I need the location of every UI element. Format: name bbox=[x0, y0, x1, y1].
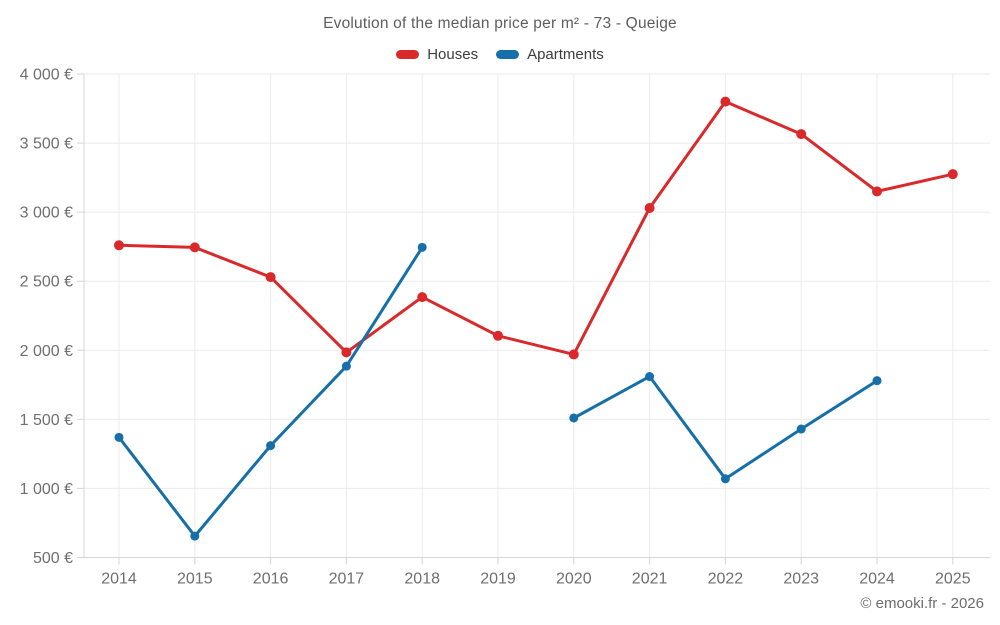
x-tick-label-2025: 2025 bbox=[935, 571, 971, 588]
houses-point-2019[interactable] bbox=[493, 330, 503, 341]
apartments-point-2024[interactable] bbox=[872, 376, 882, 386]
x-tick-label-2014: 2014 bbox=[101, 571, 137, 588]
x-tick-label-2015: 2015 bbox=[177, 571, 213, 588]
houses-point-2017[interactable] bbox=[341, 347, 352, 358]
y-tick-label-2000: 2 000 € bbox=[20, 343, 73, 360]
houses-point-2015[interactable] bbox=[189, 242, 200, 253]
houses-legend-swatch-icon bbox=[396, 50, 420, 59]
houses-point-2023[interactable] bbox=[796, 129, 807, 140]
houses-point-2021[interactable] bbox=[644, 202, 655, 213]
x-tick-label-2022: 2022 bbox=[708, 571, 744, 588]
x-tick-label-2019: 2019 bbox=[480, 571, 516, 588]
houses-point-2025[interactable] bbox=[947, 169, 958, 180]
houses-point-2016[interactable] bbox=[265, 272, 276, 283]
apartments-point-2020[interactable] bbox=[569, 413, 579, 423]
x-tick-label-2020: 2020 bbox=[556, 571, 592, 588]
y-tick-label-1000: 1 000 € bbox=[20, 481, 73, 498]
apartments-point-2015[interactable] bbox=[190, 531, 200, 541]
apartments-legend-label: Apartments bbox=[527, 46, 604, 63]
apartments-point-2016[interactable] bbox=[266, 441, 276, 451]
legend-item-houses[interactable]: Houses bbox=[396, 46, 478, 63]
apartments-legend-swatch-icon bbox=[496, 50, 520, 59]
x-tick-label-2018: 2018 bbox=[404, 571, 440, 588]
x-tick-label-2021: 2021 bbox=[632, 571, 668, 588]
houses-point-2018[interactable] bbox=[417, 292, 428, 303]
houses-legend-label: Houses bbox=[427, 46, 479, 63]
y-tick-label-3500: 3 500 € bbox=[20, 136, 73, 153]
x-tick-label-2024: 2024 bbox=[859, 571, 895, 588]
copyright-credit: © emooki.fr - 2026 bbox=[860, 595, 984, 612]
apartments-point-2022[interactable] bbox=[720, 474, 730, 484]
y-tick-label-500: 500 € bbox=[33, 550, 73, 567]
apartments-point-2023[interactable] bbox=[796, 424, 806, 434]
houses-point-2020[interactable] bbox=[568, 349, 579, 360]
houses-point-2024[interactable] bbox=[872, 186, 882, 197]
legend-item-apartments[interactable]: Apartments bbox=[496, 46, 604, 63]
houses-point-2014[interactable] bbox=[114, 240, 124, 251]
houses-line bbox=[117, 100, 955, 356]
x-tick-label-2017: 2017 bbox=[329, 571, 365, 588]
chart-legend: Houses Apartments bbox=[0, 46, 1000, 63]
y-tick-label-2500: 2 500 € bbox=[20, 274, 73, 291]
x-tick-label-2016: 2016 bbox=[253, 571, 289, 588]
chart-title: Evolution of the median price per m² - 7… bbox=[323, 15, 677, 32]
apartments-point-2018[interactable] bbox=[417, 242, 427, 252]
apartments-point-2014[interactable] bbox=[114, 432, 124, 442]
apartments-point-2021[interactable] bbox=[645, 372, 655, 382]
y-tick-label-4000: 4 000 € bbox=[20, 67, 73, 84]
y-tick-label-1500: 1 500 € bbox=[20, 412, 73, 429]
y-tick-label-3000: 3 000 € bbox=[20, 205, 73, 222]
apartments-point-2017[interactable] bbox=[341, 361, 351, 371]
x-tick-label-2023: 2023 bbox=[783, 571, 819, 588]
houses-point-2022[interactable] bbox=[720, 96, 731, 107]
